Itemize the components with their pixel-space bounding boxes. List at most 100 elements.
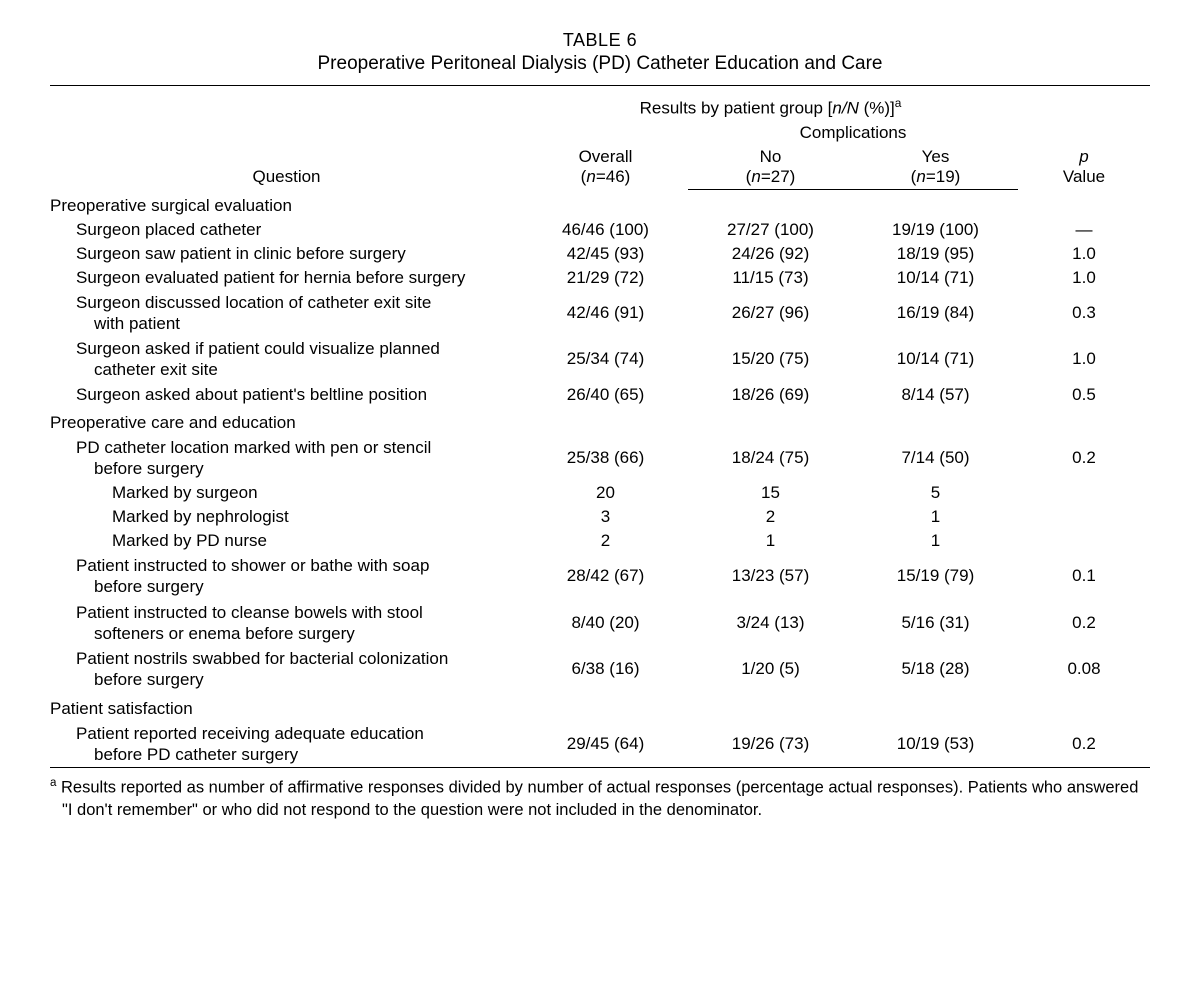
- value-cell: 0.1: [1018, 553, 1150, 600]
- table-row: Marked by surgeon20155: [50, 481, 1150, 505]
- value-cell: 0.2: [1018, 600, 1150, 647]
- value-cell: 20: [523, 481, 688, 505]
- value-cell: 42/46 (91): [523, 290, 688, 337]
- question-cell: Surgeon asked if patient could visualize…: [50, 336, 523, 383]
- question-cell: Patient instructed to cleanse bowels wit…: [50, 600, 523, 647]
- question-cell: Patient nostrils swabbed for bacterial c…: [50, 646, 523, 693]
- value-cell: 26/27 (96): [688, 290, 853, 337]
- value-cell: 29/45 (64): [523, 721, 688, 768]
- value-cell: 25/38 (66): [523, 435, 688, 482]
- value-cell: 15/19 (79): [853, 553, 1018, 600]
- table-row: Patient instructed to cleanse bowels wit…: [50, 600, 1150, 647]
- col-header-complications: Complications: [688, 121, 1018, 145]
- table-row: Surgeon placed catheter46/46 (100)27/27 …: [50, 218, 1150, 242]
- value-cell: 10/14 (71): [853, 336, 1018, 383]
- value-cell: 18/19 (95): [853, 242, 1018, 266]
- section-header: Preoperative surgical evaluation: [50, 189, 1150, 218]
- value-cell: 0.2: [1018, 721, 1150, 768]
- value-cell: 1.0: [1018, 336, 1150, 383]
- question-cell: Patient instructed to shower or bathe wi…: [50, 553, 523, 600]
- value-cell: 7/14 (50): [853, 435, 1018, 482]
- value-cell: 8/14 (57): [853, 383, 1018, 407]
- value-cell: 1: [853, 529, 1018, 553]
- col-header-yes: Yes (n=19): [853, 145, 1018, 190]
- table-number: TABLE 6: [50, 30, 1150, 51]
- value-cell: 0.08: [1018, 646, 1150, 693]
- footnote: a Results reported as number of affirmat…: [50, 768, 1150, 821]
- table-title: Preoperative Peritoneal Dialysis (PD) Ca…: [50, 53, 1150, 75]
- table-row: PD catheter location marked with pen or …: [50, 435, 1150, 482]
- value-cell: 1/20 (5): [688, 646, 853, 693]
- value-cell: [1018, 505, 1150, 529]
- question-cell: Marked by nephrologist: [50, 505, 523, 529]
- footnote-text: Results reported as number of affirmativ…: [56, 779, 1138, 819]
- section-header: Patient satisfaction: [50, 693, 1150, 721]
- value-cell: 10/19 (53): [853, 721, 1018, 768]
- value-cell: 6/38 (16): [523, 646, 688, 693]
- value-cell: 13/23 (57): [688, 553, 853, 600]
- table-row: Marked by PD nurse211: [50, 529, 1150, 553]
- table-row: Surgeon saw patient in clinic before sur…: [50, 242, 1150, 266]
- value-cell: 16/19 (84): [853, 290, 1018, 337]
- table-row: Surgeon evaluated patient for hernia bef…: [50, 266, 1150, 290]
- value-cell: 1: [688, 529, 853, 553]
- value-cell: 2: [688, 505, 853, 529]
- question-cell: Marked by PD nurse: [50, 529, 523, 553]
- col-header-no: No (n=27): [688, 145, 853, 190]
- value-cell: 10/14 (71): [853, 266, 1018, 290]
- value-cell: 3: [523, 505, 688, 529]
- value-cell: 11/15 (73): [688, 266, 853, 290]
- value-cell: 1: [853, 505, 1018, 529]
- value-cell: —: [1018, 218, 1150, 242]
- question-cell: Surgeon evaluated patient for hernia bef…: [50, 266, 523, 290]
- table-row: Patient nostrils swabbed for bacterial c…: [50, 646, 1150, 693]
- value-cell: 0.2: [1018, 435, 1150, 482]
- col-header-p: p Value: [1018, 86, 1150, 190]
- value-cell: 27/27 (100): [688, 218, 853, 242]
- question-cell: Marked by surgeon: [50, 481, 523, 505]
- value-cell: 0.3: [1018, 290, 1150, 337]
- value-cell: 46/46 (100): [523, 218, 688, 242]
- value-cell: 25/34 (74): [523, 336, 688, 383]
- question-cell: Surgeon saw patient in clinic before sur…: [50, 242, 523, 266]
- value-cell: 2: [523, 529, 688, 553]
- value-cell: 5/16 (31): [853, 600, 1018, 647]
- col-header-overall: Overall (n=46): [523, 121, 688, 190]
- value-cell: 19/19 (100): [853, 218, 1018, 242]
- section-header: Preoperative care and education: [50, 407, 1150, 435]
- value-cell: 8/40 (20): [523, 600, 688, 647]
- value-cell: 5: [853, 481, 1018, 505]
- table-row: Surgeon asked about patient's beltline p…: [50, 383, 1150, 407]
- data-table: Question Results by patient group [n/N (…: [50, 85, 1150, 768]
- value-cell: 15: [688, 481, 853, 505]
- table-row: Marked by nephrologist321: [50, 505, 1150, 529]
- question-cell: PD catheter location marked with pen or …: [50, 435, 523, 482]
- value-cell: 1.0: [1018, 266, 1150, 290]
- value-cell: 18/26 (69): [688, 383, 853, 407]
- table-row: Surgeon asked if patient could visualize…: [50, 336, 1150, 383]
- value-cell: 26/40 (65): [523, 383, 688, 407]
- value-cell: [1018, 529, 1150, 553]
- value-cell: 5/18 (28): [853, 646, 1018, 693]
- table-row: Patient instructed to shower or bathe wi…: [50, 553, 1150, 600]
- value-cell: [1018, 481, 1150, 505]
- question-cell: Surgeon asked about patient's beltline p…: [50, 383, 523, 407]
- value-cell: 1.0: [1018, 242, 1150, 266]
- table-row: Patient reported receiving adequate educ…: [50, 721, 1150, 768]
- value-cell: 0.5: [1018, 383, 1150, 407]
- value-cell: 24/26 (92): [688, 242, 853, 266]
- value-cell: 3/24 (13): [688, 600, 853, 647]
- col-header-question: Question: [50, 86, 523, 190]
- table-body: Preoperative surgical evaluationSurgeon …: [50, 189, 1150, 768]
- value-cell: 19/26 (73): [688, 721, 853, 768]
- col-header-results-span: Results by patient group [n/N (%)]a: [523, 86, 1018, 121]
- question-cell: Surgeon discussed location of catheter e…: [50, 290, 523, 337]
- table-6: TABLE 6 Preoperative Peritoneal Dialysis…: [50, 30, 1150, 821]
- value-cell: 42/45 (93): [523, 242, 688, 266]
- value-cell: 21/29 (72): [523, 266, 688, 290]
- table-row: Surgeon discussed location of catheter e…: [50, 290, 1150, 337]
- value-cell: 18/24 (75): [688, 435, 853, 482]
- value-cell: 28/42 (67): [523, 553, 688, 600]
- value-cell: 15/20 (75): [688, 336, 853, 383]
- question-cell: Surgeon placed catheter: [50, 218, 523, 242]
